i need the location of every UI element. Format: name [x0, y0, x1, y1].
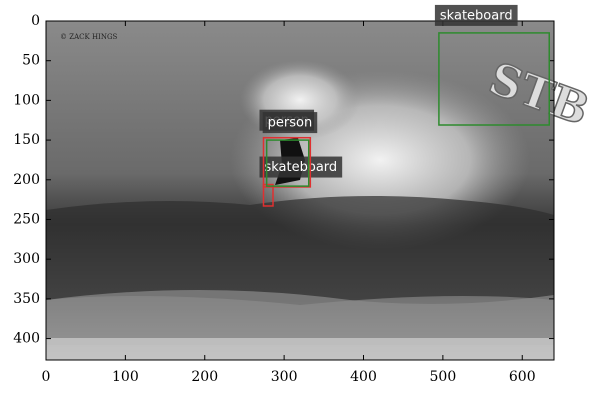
- y-tick-label: 50: [22, 53, 40, 69]
- x-tick-label: 500: [430, 369, 457, 385]
- box-label: person: [268, 116, 313, 131]
- bounding-box: [265, 139, 310, 187]
- y-tick-label: 400: [13, 331, 40, 347]
- y-tick-label: 0: [31, 13, 40, 29]
- y-tick-label: 150: [13, 132, 40, 148]
- bounding-box: [262, 136, 312, 188]
- bounding-box: [438, 32, 550, 126]
- x-tick-label: 200: [191, 369, 218, 385]
- box-label-bg: [262, 112, 318, 134]
- watermark: © ZACK HINGS: [60, 33, 118, 41]
- axes-frame: [45, 20, 555, 361]
- y-tick-label: 300: [13, 251, 40, 267]
- y-tick-label: 100: [13, 92, 40, 108]
- box-label-bg: [434, 4, 518, 26]
- y-tick-label: 200: [13, 172, 40, 188]
- x-tick-label: 0: [42, 369, 51, 385]
- box-label: skateboard: [264, 160, 337, 175]
- x-tick-label: 400: [350, 369, 377, 385]
- photo: [46, 21, 554, 360]
- x-tick-label: 300: [271, 369, 298, 385]
- bounding-box: [262, 183, 274, 207]
- box-label-bg: [259, 156, 343, 178]
- y-tick-label: 250: [13, 211, 40, 227]
- y-tick-label: 350: [13, 291, 40, 307]
- x-tick-label: 100: [112, 369, 139, 385]
- box-label: skateboard: [440, 8, 513, 23]
- x-tick-label: 600: [509, 369, 536, 385]
